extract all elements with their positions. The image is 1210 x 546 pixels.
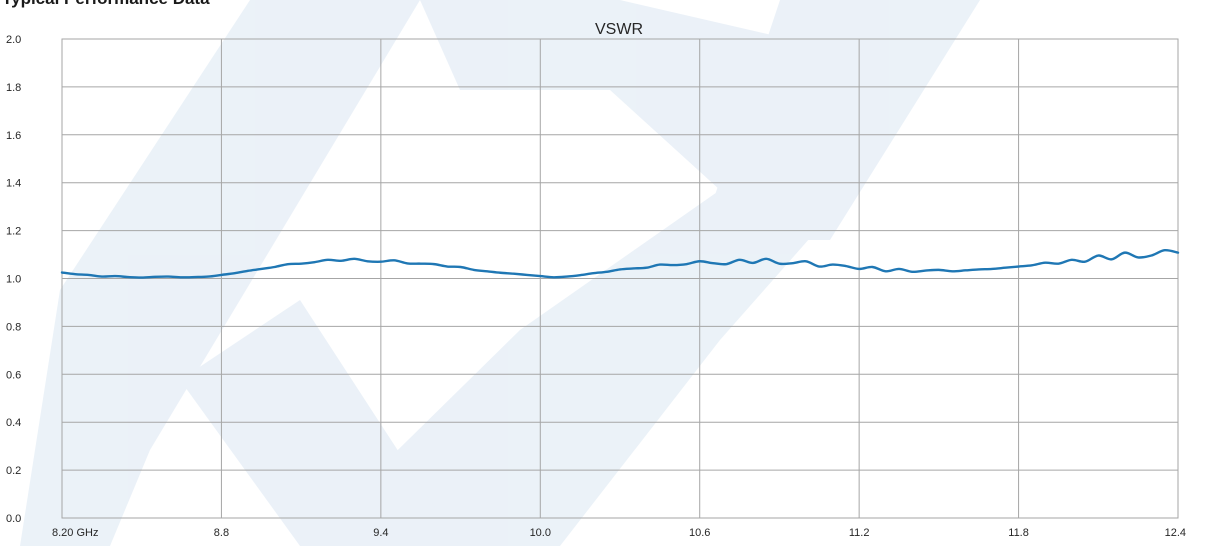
x-tick-label: 9.4 xyxy=(373,527,388,539)
watermark xyxy=(20,0,980,546)
watermark-stroke-lower xyxy=(180,300,460,546)
chart-title: VSWR xyxy=(595,21,643,38)
y-tick-label: 0.4 xyxy=(6,417,21,429)
y-tick-label: 1.4 xyxy=(6,178,21,190)
x-tick-label: 10.0 xyxy=(530,527,551,539)
y-tick-label: 1.6 xyxy=(6,130,21,142)
watermark-stroke-left xyxy=(20,0,420,546)
plot-area-border xyxy=(61,38,1179,519)
y-tick-label: 1.8 xyxy=(6,82,21,94)
x-tick-label: 10.6 xyxy=(689,527,710,539)
y-axis-tick-labels: 0.0 0.2 0.4 0.6 0.8 1.0 1.2 1.4 1.6 1.8 2.0 xyxy=(6,34,21,525)
y-tick-label: 2.0 xyxy=(6,34,21,46)
series-line-vswr xyxy=(60,248,1180,279)
y-tick-label: 0.0 xyxy=(6,513,21,525)
y-tick-label: 0.8 xyxy=(6,321,21,333)
x-tick-label: 8.20 GHz xyxy=(52,527,98,539)
y-tick-label: 1.2 xyxy=(6,226,21,238)
x-tick-label: 11.8 xyxy=(1008,527,1029,539)
page-heading: Typical Performance Data xyxy=(2,0,210,9)
x-tick-label: 8.8 xyxy=(214,527,229,539)
y-tick-label: 0.6 xyxy=(6,369,21,381)
watermark-stroke-right xyxy=(700,0,980,240)
x-tick-label: 11.2 xyxy=(849,527,870,539)
x-tick-label: 12.4 xyxy=(1165,527,1186,539)
x-axis-tick-labels: 8.20 GHz 8.8 9.4 10.0 10.6 11.2 11.8 12.4 xyxy=(52,527,1186,539)
y-tick-label: 1.0 xyxy=(6,274,21,286)
y-tick-label: 0.2 xyxy=(6,465,21,477)
